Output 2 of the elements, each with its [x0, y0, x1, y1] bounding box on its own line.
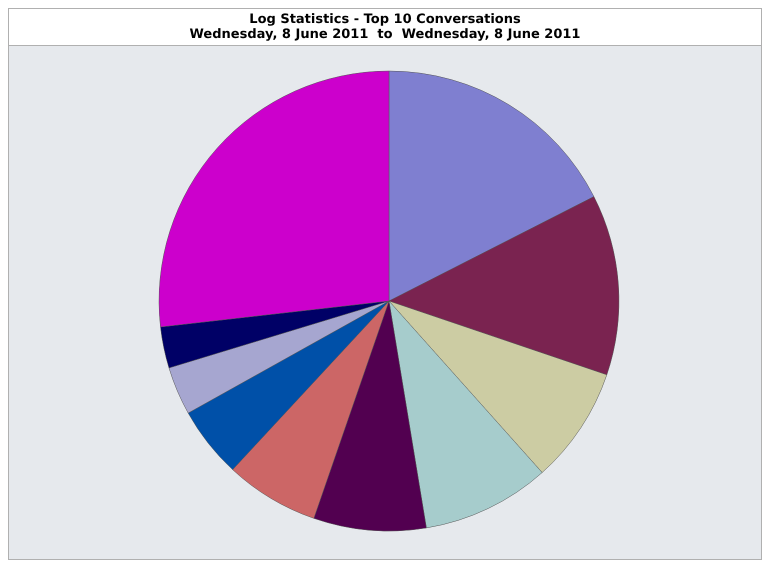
chart-subtitle: Wednesday, 8 June 2011 to Wednesday, 8 June 2011: [188, 27, 582, 42]
chart-title: Log Statistics - Top 10 Conversations: [248, 12, 522, 27]
